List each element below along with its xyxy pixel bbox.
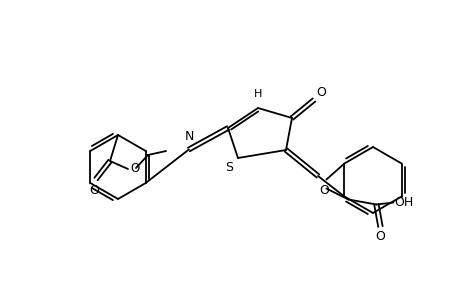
Text: N: N (185, 130, 194, 143)
Text: O: O (89, 184, 99, 197)
Text: O: O (315, 86, 325, 99)
Text: O: O (319, 184, 329, 197)
Text: H: H (253, 89, 262, 99)
Text: S: S (224, 161, 233, 174)
Text: O: O (130, 163, 139, 176)
Text: O: O (375, 230, 385, 244)
Text: OH: OH (393, 196, 413, 209)
